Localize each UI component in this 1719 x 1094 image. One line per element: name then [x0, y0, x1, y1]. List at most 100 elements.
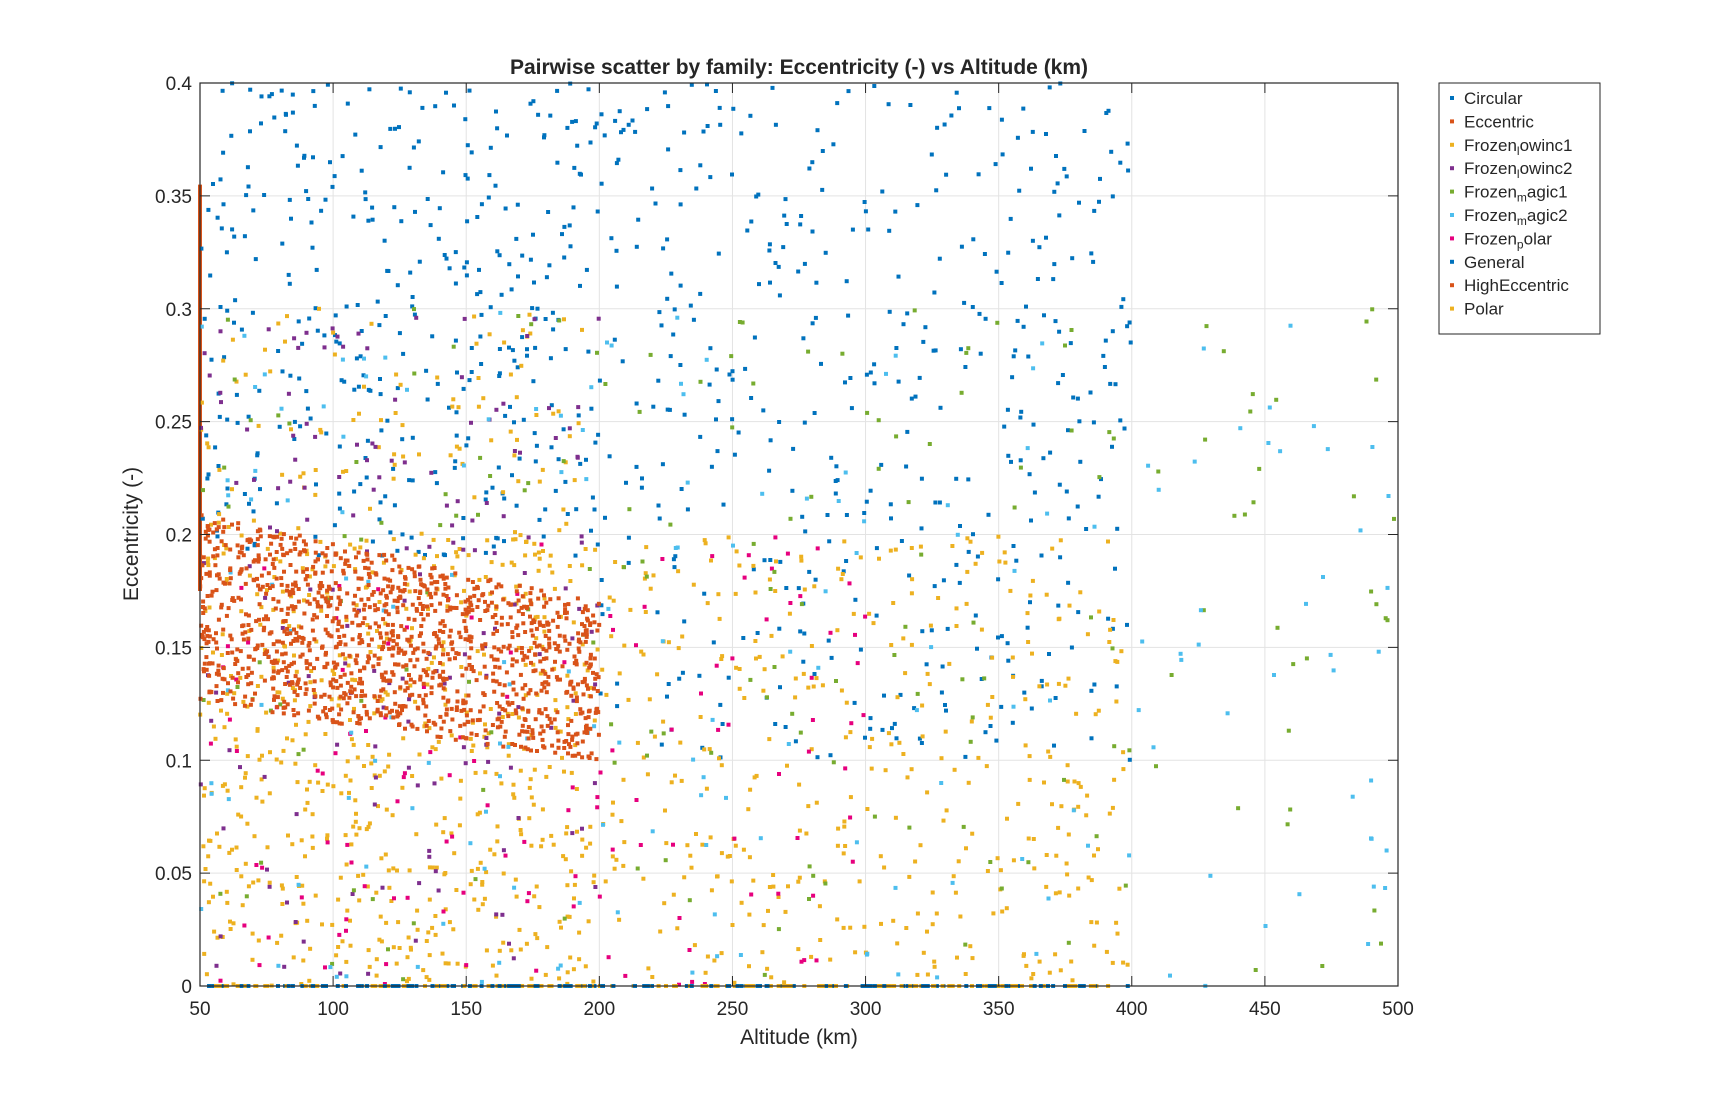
- point-polar: [468, 736, 473, 741]
- point-polar: [1011, 858, 1016, 863]
- point-high-eccentric: [377, 694, 382, 699]
- point-high-eccentric: [543, 634, 548, 638]
- point-frozen-magic2: [391, 604, 396, 609]
- point-high-eccentric: [523, 718, 528, 722]
- point-frozen-magic1: [276, 413, 281, 418]
- point-high-eccentric: [384, 558, 389, 563]
- point-frozen-magic2: [1034, 951, 1039, 956]
- point-high-eccentric: [275, 695, 280, 700]
- point-frozen-magic1: [834, 679, 838, 683]
- point-polar: [593, 547, 598, 552]
- point-high-eccentric: [341, 568, 346, 573]
- point-general: [525, 353, 529, 358]
- point-polar: [611, 800, 615, 805]
- point-general: [253, 257, 258, 262]
- point-frozen-polar: [364, 729, 368, 733]
- point-polar: [1115, 659, 1120, 664]
- legend-marker: [1450, 306, 1454, 311]
- point-general: [502, 539, 506, 544]
- point-high-eccentric: [398, 570, 403, 575]
- point-general: [562, 224, 567, 229]
- point-high-eccentric: [303, 577, 308, 582]
- point-general: [444, 256, 449, 261]
- point-frozen-lowinc1: [219, 708, 223, 713]
- point-high-eccentric: [288, 563, 293, 567]
- point-general: [975, 554, 980, 559]
- point-polar: [842, 539, 847, 544]
- point-frozen-lowinc1: [433, 932, 438, 937]
- point-frozen-polar: [395, 799, 400, 804]
- point-high-eccentric: [510, 657, 515, 662]
- point-frozen-magic1: [561, 459, 566, 464]
- point-frozen-lowinc2: [484, 736, 489, 740]
- point-high-eccentric: [520, 706, 525, 711]
- point-frozen-lowinc1: [329, 697, 334, 702]
- point-general: [639, 485, 644, 490]
- point-general: [598, 691, 603, 696]
- point-frozen-lowinc1: [370, 754, 375, 759]
- point-frozen-magic2: [675, 315, 680, 320]
- point-polar: [1057, 616, 1062, 621]
- point-high-eccentric: [395, 605, 400, 610]
- point-polar: [366, 824, 371, 829]
- point-high-eccentric: [216, 668, 221, 673]
- point-frozen-magic1: [788, 516, 793, 521]
- point-frozen-lowinc2: [417, 881, 422, 886]
- point-frozen-lowinc1: [481, 396, 486, 401]
- point-frozen-lowinc1: [199, 646, 204, 650]
- point-frozen-magic1: [603, 382, 608, 386]
- point-high-eccentric: [354, 555, 358, 560]
- point-high-eccentric: [394, 642, 399, 647]
- point-general: [388, 530, 393, 535]
- point-high-eccentric: [580, 710, 585, 715]
- point-high-eccentric: [290, 680, 295, 685]
- point-high-eccentric: [297, 533, 302, 538]
- point-frozen-lowinc1: [292, 653, 296, 658]
- point-general: [935, 125, 940, 130]
- point-frozen-lowinc2: [373, 744, 378, 749]
- point-polar: [516, 645, 521, 650]
- point-general: [656, 503, 661, 508]
- point-frozen-lowinc2: [199, 425, 203, 430]
- point-general: [767, 242, 772, 247]
- point-general: [798, 629, 803, 634]
- point-general: [295, 163, 300, 168]
- point-general: [748, 113, 753, 118]
- point-high-eccentric: [514, 659, 519, 664]
- point-general: [289, 216, 293, 221]
- point-frozen-magic1: [1112, 744, 1117, 749]
- point-general: [400, 532, 405, 537]
- point-general: [731, 106, 736, 111]
- point-frozen-magic2: [426, 760, 431, 765]
- point-high-eccentric: [334, 679, 339, 684]
- point-frozen-magic2: [615, 910, 620, 915]
- point-high-eccentric: [205, 633, 210, 638]
- point-frozen-lowinc2: [579, 534, 584, 539]
- point-frozen-magic1: [645, 753, 649, 758]
- point-high-eccentric: [567, 641, 572, 646]
- point-high-eccentric: [474, 678, 479, 683]
- point-general: [353, 132, 358, 137]
- point-frozen-lowinc1: [354, 832, 359, 837]
- point-high-eccentric: [522, 653, 527, 658]
- point-general: [416, 139, 421, 144]
- point-frozen-polar: [863, 614, 868, 619]
- point-general: [466, 436, 471, 441]
- point-general: [441, 552, 446, 557]
- point-high-eccentric: [507, 702, 512, 707]
- point-general: [454, 433, 459, 438]
- point-frozen-lowinc2: [459, 375, 464, 380]
- point-general: [958, 347, 963, 352]
- point-frozen-lowinc1: [595, 647, 600, 652]
- point-high-eccentric: [431, 670, 436, 675]
- point-polar: [716, 592, 721, 597]
- point-general: [919, 741, 924, 745]
- point-frozen-lowinc1: [568, 579, 573, 583]
- point-polar: [893, 547, 898, 552]
- point-polar: [399, 568, 404, 572]
- point-frozen-lowinc2: [201, 561, 206, 566]
- point-frozen-lowinc2: [265, 867, 269, 872]
- point-frozen-lowinc1: [313, 492, 318, 497]
- point-frozen-magic2: [577, 900, 582, 905]
- point-frozen-magic1: [907, 825, 912, 830]
